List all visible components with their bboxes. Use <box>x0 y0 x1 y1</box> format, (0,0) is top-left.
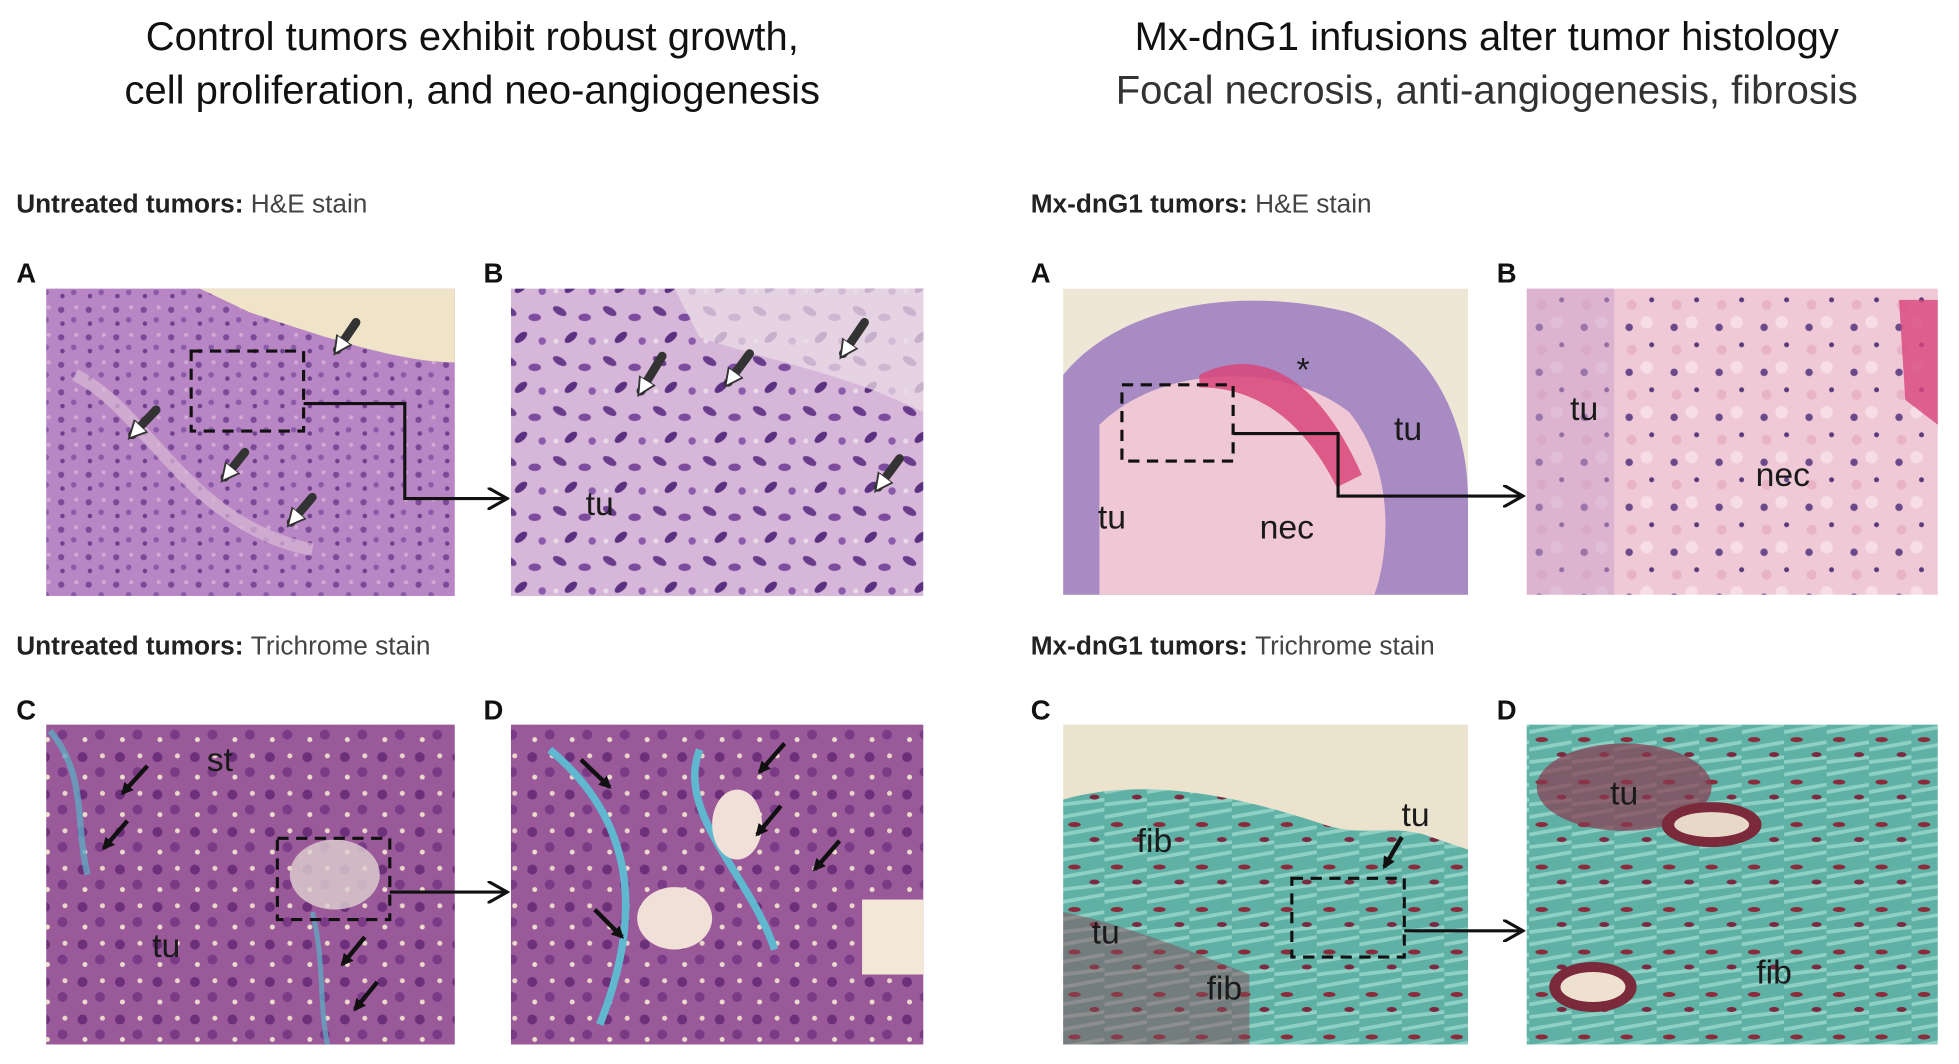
row-heading: Mx-dnG1 tumors: H&E stain <box>1031 188 1372 218</box>
micrograph: tu fib <box>1526 724 1938 1045</box>
panel-letter: D <box>1497 695 1517 726</box>
tissue-label: st <box>207 741 234 779</box>
row-heading: Mx-dnG1 tumors: Trichrome stain <box>1031 631 1435 661</box>
tissue-label: tu <box>1098 499 1126 537</box>
tissue-label: nec <box>1260 508 1314 546</box>
row-heading: Untreated tumors: H&E stain <box>16 188 367 218</box>
tissue-label: tu <box>1092 913 1120 951</box>
panel-letter: D <box>484 695 504 726</box>
tissue-label: tu <box>152 927 180 965</box>
tissue-label: tu <box>1570 390 1598 428</box>
title: cell proliferation, and neo-angiogenesis <box>125 69 820 113</box>
tissue-label: fib <box>1756 953 1792 991</box>
tissue-label: tu <box>1394 410 1422 448</box>
panel-letter: A <box>1031 257 1051 288</box>
tissue-label: tu <box>1401 796 1429 834</box>
tissue-label: fib <box>1207 970 1243 1008</box>
panel-letter: B <box>484 257 504 288</box>
panel-letter: C <box>1031 695 1051 726</box>
tissue-label: tu <box>586 485 614 523</box>
tissue-label: fib <box>1137 822 1173 860</box>
micrograph <box>510 724 924 1045</box>
row-heading: Untreated tumors: Trichrome stain <box>16 631 430 661</box>
micrograph <box>46 288 455 596</box>
subtitle: Focal necrosis, anti-angiogenesis, fibro… <box>1116 69 1858 113</box>
title: Mx-dnG1 infusions alter tumor histology <box>1135 15 1839 59</box>
micrograph: st tu <box>46 724 455 1045</box>
title: Control tumors exhibit robust growth, <box>146 15 799 59</box>
tissue-label: tu <box>1610 775 1638 813</box>
micrograph: * tu tu nec <box>1063 288 1469 595</box>
panel-letter: B <box>1497 257 1517 288</box>
micrograph: tu nec <box>1526 288 1938 595</box>
micrograph: fib tu tu fib <box>1063 724 1469 1045</box>
panel-letter: A <box>16 257 36 288</box>
panel-letter: C <box>16 695 36 726</box>
tissue-label: * <box>1297 351 1310 389</box>
micrograph: tu <box>510 288 924 596</box>
tissue-label: nec <box>1756 456 1810 494</box>
